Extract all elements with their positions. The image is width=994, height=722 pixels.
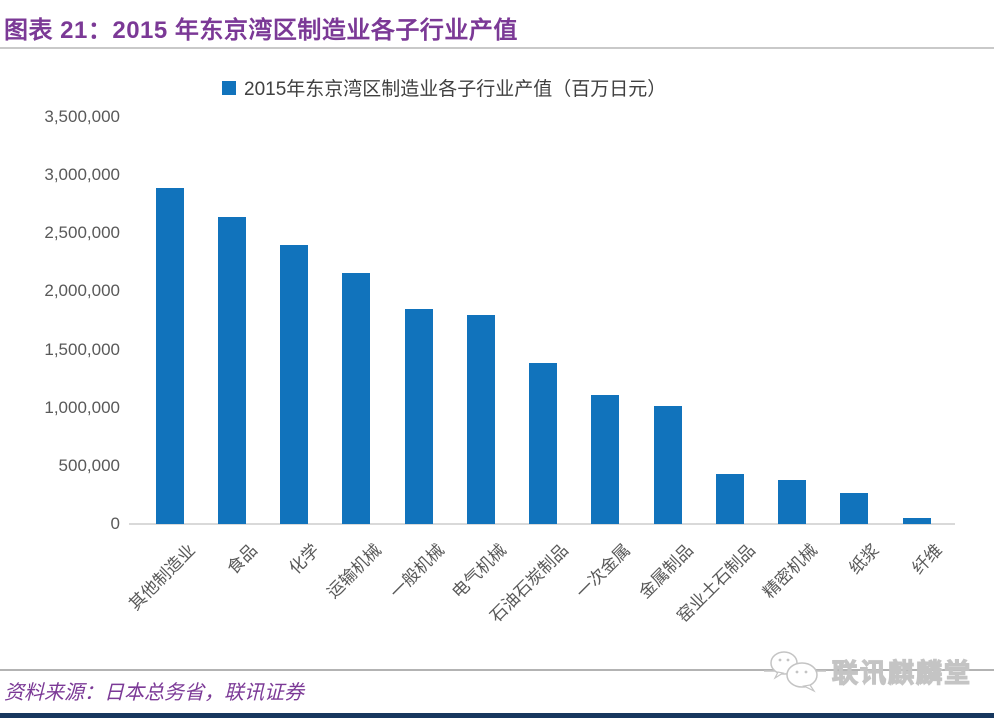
bar-chart: 2015年东京湾区制造业各子行业产值（百万日元） 3,500,000 3,000,… — [44, 74, 955, 626]
x-axis-line — [129, 523, 955, 525]
y-tick-label: 3,000,000 — [44, 165, 120, 185]
y-tick-label: 1,000,000 — [44, 397, 120, 417]
wechat-bubbles-icon — [763, 651, 826, 693]
bar-化学 — [280, 244, 309, 524]
bar-精密机械 — [778, 479, 807, 524]
y-tick-label: 500,000 — [58, 455, 120, 475]
brand-logo: 联讯麒麟堂 — [763, 647, 972, 695]
bar-纸浆 — [840, 492, 869, 524]
brand-logo-text: 联讯麒麟堂 — [831, 657, 972, 688]
footer-divider — [0, 669, 994, 671]
source-note: 资料来源：日本总务省，联讯证券 — [4, 682, 304, 704]
bar-食品 — [217, 217, 246, 524]
legend-label: 2015年东京湾区制造业各子行业产值（百万日元） — [244, 79, 667, 100]
bar-窑业土石制品 — [715, 474, 744, 524]
bar-其他制造业 — [155, 187, 184, 524]
y-tick-label: 2,500,000 — [44, 223, 120, 243]
bar-运输机械 — [342, 272, 371, 524]
plot-area — [140, 117, 955, 524]
bar-一般机械 — [404, 308, 433, 524]
chart-legend: 2015年东京湾区制造业各子行业产值（百万日元） — [222, 74, 666, 101]
legend-swatch — [222, 80, 236, 95]
y-tick-label: 1,500,000 — [44, 339, 120, 359]
y-tick-label: 0 — [110, 514, 120, 533]
bottom-accent-bar — [0, 713, 994, 718]
bar-电气机械 — [466, 314, 495, 524]
bar-石油石炭制品 — [529, 362, 558, 524]
title-divider — [0, 47, 994, 49]
y-tick-label: 3,500,000 — [44, 107, 120, 126]
bar-一次金属 — [591, 394, 620, 524]
bar-金属制品 — [653, 405, 682, 524]
y-tick-label: 2,000,000 — [44, 281, 120, 301]
bar-纤维 — [902, 517, 931, 524]
figure-title: 图表 21：2015 年东京湾区制造业各子行业产值 — [4, 17, 518, 44]
